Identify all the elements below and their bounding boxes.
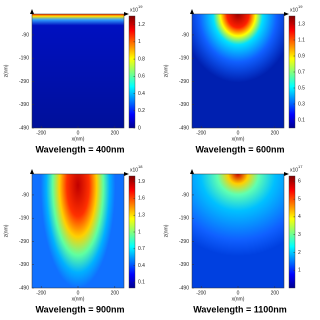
colorbar-exponent: 18 <box>138 164 143 169</box>
x-axis-label: x(nm) <box>72 136 85 142</box>
y-tick-label: -90 <box>182 192 189 198</box>
colorbar-tick-label: 0 <box>138 125 141 131</box>
colorbar-tick-label: 0.1 <box>138 280 145 286</box>
colorbar-exponent: 17 <box>298 164 303 169</box>
x-tick-label: 0 <box>237 290 240 296</box>
colorbar-tick-label: 1.9 <box>138 179 145 185</box>
colorbar-tick-label: 0.1 <box>298 117 305 123</box>
x-tick-label: 200 <box>271 290 280 296</box>
panel: -200 0 200 -90 -190 -290 -390 -490 x(nm) z(nm) 1 2 3… <box>163 164 303 314</box>
x-tick-label: 0 <box>77 290 80 296</box>
panel: -200 0 200 -90 -190 -290 -390 -490 x(nm) z(nm) 0.1… <box>163 4 305 154</box>
y-tick-label: -390 <box>179 102 189 108</box>
panel-caption: Wavelength = 1100nm <box>193 304 286 314</box>
colorbar-tick-label: 0.2 <box>138 108 145 114</box>
x-tick-label: -200 <box>196 130 206 136</box>
y-tick-label: -290 <box>19 239 29 245</box>
y-tick-label: -490 <box>19 125 29 131</box>
x-tick-label: 200 <box>271 130 280 136</box>
colorbar-tick-label: 3 <box>298 232 301 238</box>
x-axis-label: x(nm) <box>232 296 245 302</box>
y-tick-label: -290 <box>179 79 189 85</box>
y-axis-label: z(nm) <box>163 64 169 77</box>
colorbar-tick-label: 0.6 <box>138 74 145 80</box>
x-axis-label: x(nm) <box>232 136 245 142</box>
colorbar-exponent: 19 <box>138 4 143 9</box>
colorbar-tick-label: 2 <box>298 250 301 256</box>
x-tick-label: 0 <box>77 130 80 136</box>
colorbar-tick-label: 0.9 <box>298 53 305 59</box>
panel: -200 0 200 -90 -190 -290 -390 -490 x(nm) z(nm) 0.1… <box>3 164 145 314</box>
colorbar-exponent: 19 <box>298 4 303 9</box>
colorbar-tick-label: 0.8 <box>138 56 145 62</box>
field <box>32 14 124 128</box>
y-tick-label: -90 <box>182 32 189 38</box>
colorbar-tick-label: 4 <box>298 214 301 220</box>
y-tick-label: -390 <box>179 262 189 268</box>
colorbar-tick-label: 0.4 <box>138 263 145 269</box>
colorbar-tick-label: 0.5 <box>298 85 305 91</box>
x-tick-label: -200 <box>36 290 46 296</box>
y-axis-label: z(nm) <box>3 224 9 237</box>
panel-caption: Wavelength = 600nm <box>196 144 285 154</box>
x-tick-label: -200 <box>36 130 46 136</box>
field <box>192 174 284 288</box>
x-axis-label: x(nm) <box>72 296 85 302</box>
colorbar-tick-label: 1.1 <box>298 37 305 43</box>
colorbar-scale: x10 <box>130 7 138 13</box>
colorbar <box>128 15 136 129</box>
x-tick-label: 200 <box>111 290 120 296</box>
y-tick-label: -490 <box>19 285 29 291</box>
y-tick-label: -490 <box>179 125 189 131</box>
colorbar-tick-label: 1 <box>298 268 301 274</box>
colorbar-tick-label: 1 <box>138 229 141 235</box>
y-tick-label: -190 <box>179 56 189 62</box>
y-tick-label: -190 <box>19 216 29 222</box>
x-tick-label: -200 <box>196 290 206 296</box>
y-tick-label: -90 <box>22 32 29 38</box>
y-tick-label: -290 <box>179 239 189 245</box>
y-tick-label: -290 <box>19 79 29 85</box>
colorbar-tick-label: 6 <box>298 179 301 185</box>
panel-caption: Wavelength = 900nm <box>36 304 125 314</box>
x-tick-label: 0 <box>237 130 240 136</box>
colorbar-tick-label: 0.4 <box>138 91 145 97</box>
y-tick-label: -190 <box>19 56 29 62</box>
y-tick-label: -90 <box>22 192 29 198</box>
y-axis-label: z(nm) <box>3 64 9 77</box>
field <box>192 14 284 128</box>
y-axis-label: z(nm) <box>163 224 169 237</box>
colorbar-tick-label: 1.3 <box>298 21 305 27</box>
colorbar <box>288 175 296 289</box>
y-tick-label: -390 <box>19 102 29 108</box>
colorbar-tick-label: 0.3 <box>298 101 305 107</box>
colorbar-tick-label: 5 <box>298 196 301 202</box>
colorbar-scale: x10 <box>290 7 298 13</box>
colorbar-tick-label: 0.7 <box>138 246 145 252</box>
y-tick-label: -490 <box>179 285 189 291</box>
y-tick-label: -390 <box>19 262 29 268</box>
colorbar-tick-label: 1 <box>138 39 141 45</box>
colorbar-tick-label: 1.3 <box>138 213 145 219</box>
colorbar-scale: x10 <box>290 167 298 173</box>
panel-caption: Wavelength = 400nm <box>36 144 125 154</box>
panel: -200 0 200 -90 -190 -290 -390 -490 x(nm) z(nm) 0 0.… <box>3 4 145 154</box>
x-tick-label: 200 <box>111 130 120 136</box>
colorbar-tick-label: 1.2 <box>138 22 145 28</box>
colorbar-tick-label: 1.6 <box>138 196 145 202</box>
colorbar-scale: x10 <box>130 167 138 173</box>
field <box>32 174 124 288</box>
colorbar-tick-label: 0.7 <box>298 69 305 75</box>
y-tick-label: -190 <box>179 216 189 222</box>
